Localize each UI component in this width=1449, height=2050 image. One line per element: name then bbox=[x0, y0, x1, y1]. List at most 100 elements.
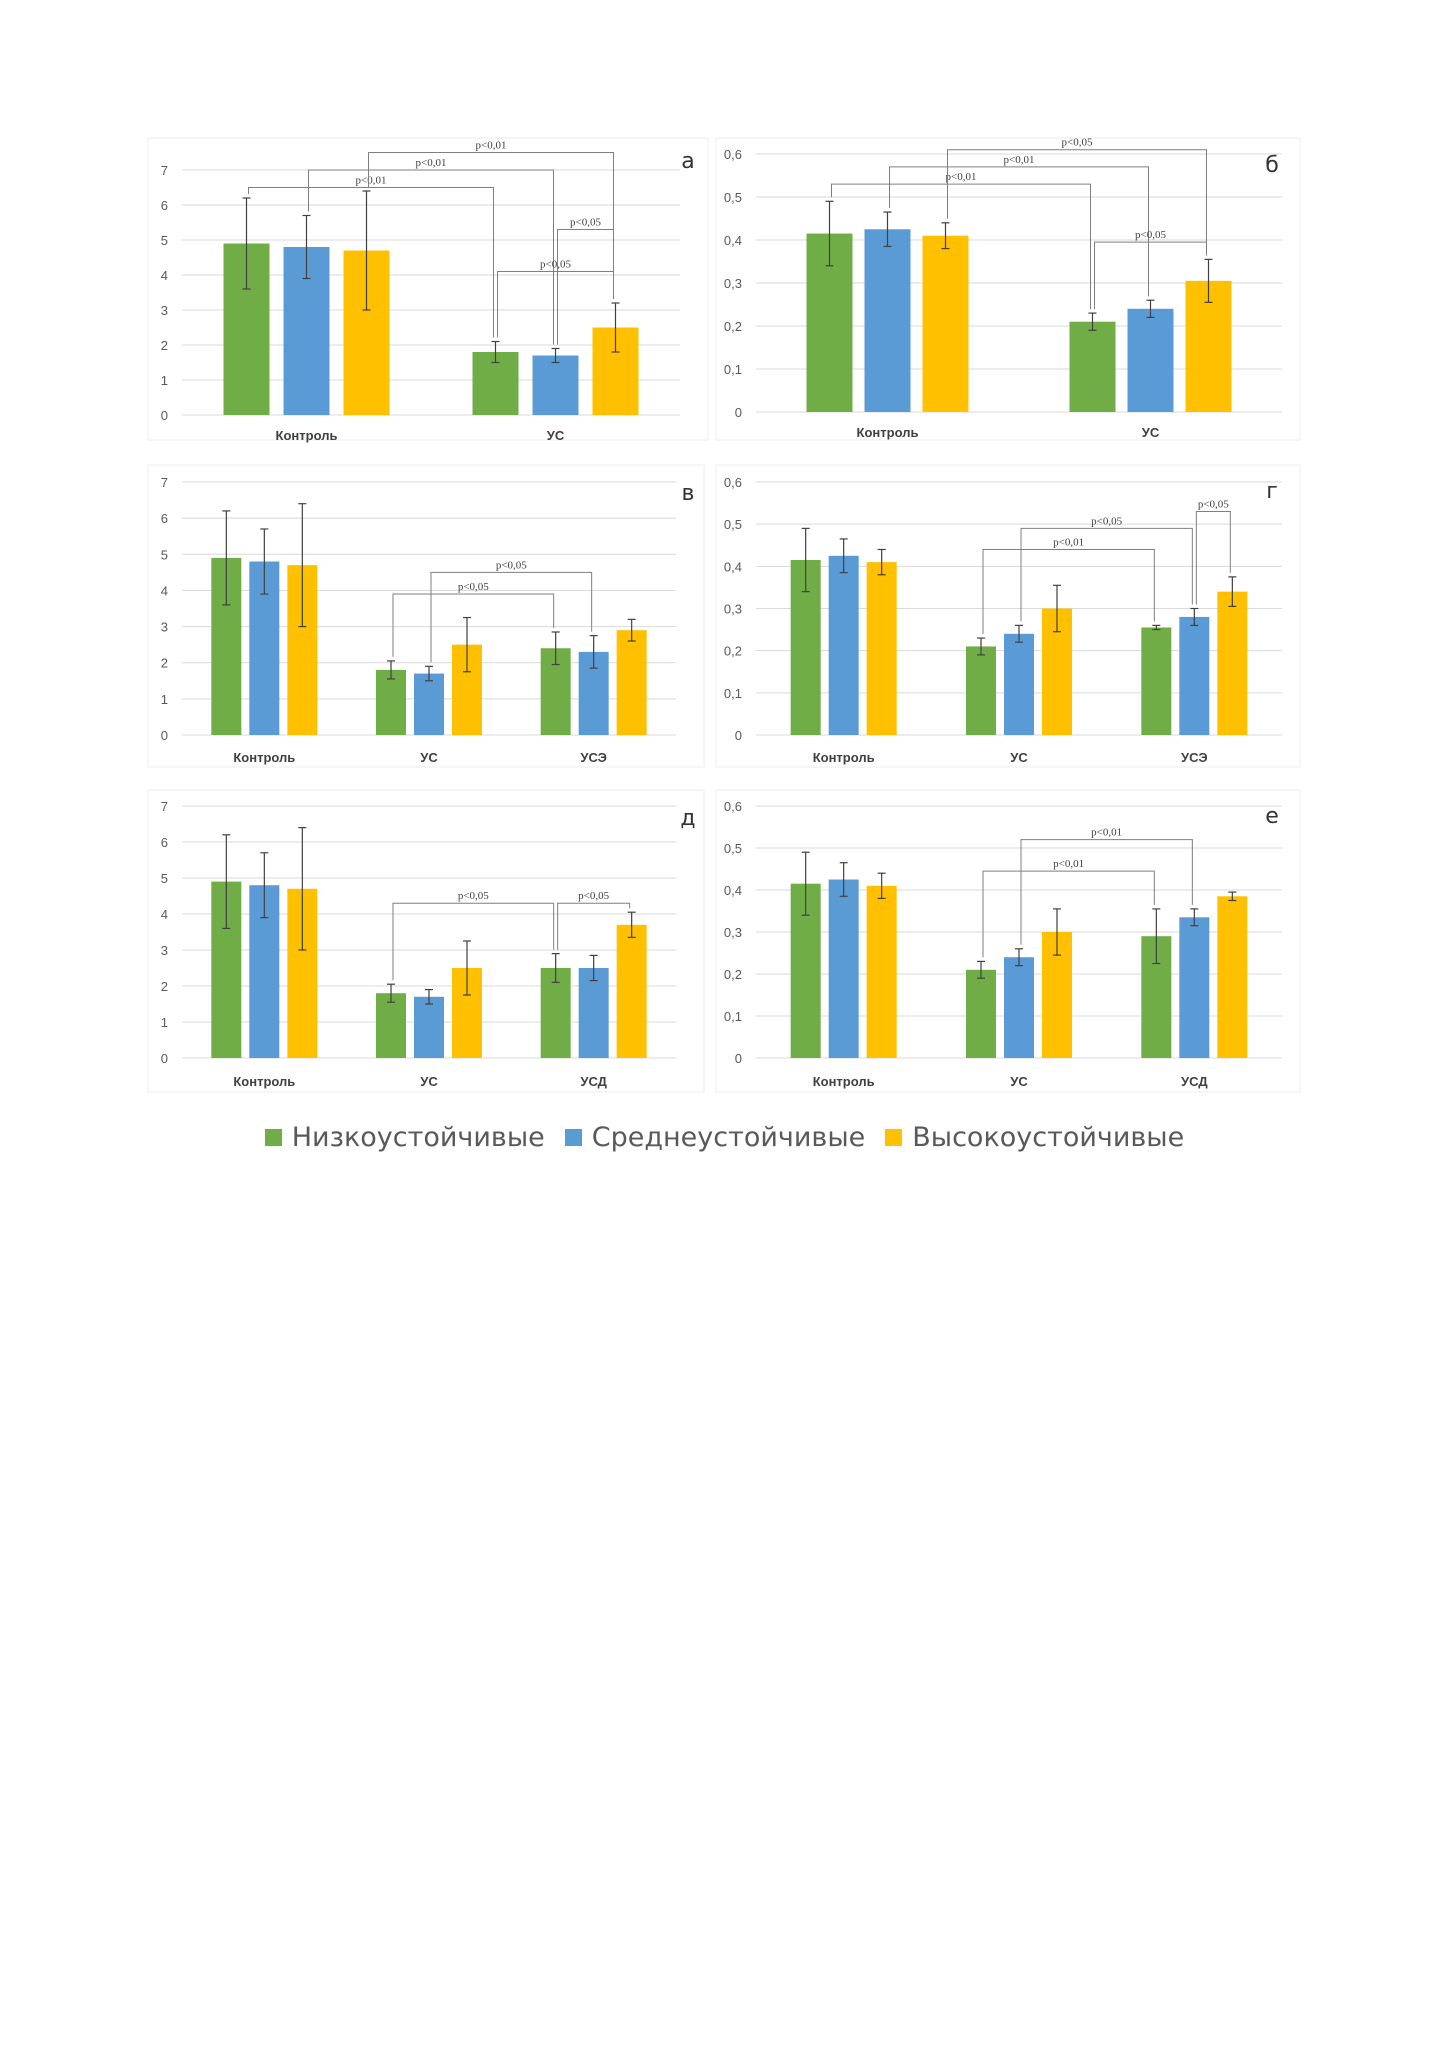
category-label: УС bbox=[1010, 750, 1028, 765]
y-tick-label: 6 bbox=[161, 835, 168, 850]
category-label: Контроль bbox=[813, 750, 875, 765]
significance-bracket bbox=[889, 166, 1149, 297]
p-value-label: p<0,01 bbox=[1091, 827, 1122, 839]
chart-panel-2: 0 1 2 3 4 5 6 7 в Контроль УС УСЭ p<0,05 p<0,05 bbox=[147, 464, 705, 768]
panel-label: б bbox=[1265, 153, 1279, 178]
p-value-label: p<0,05 bbox=[578, 890, 609, 902]
y-tick-label: 0 bbox=[735, 405, 742, 420]
p-value-label: p<0,01 bbox=[1053, 536, 1084, 548]
category-label: Контроль bbox=[276, 428, 338, 443]
y-tick-label: 1 bbox=[161, 692, 168, 707]
legend-swatch-mid bbox=[564, 1128, 582, 1146]
y-tick-label: 0,5 bbox=[724, 190, 742, 205]
y-tick-label: 3 bbox=[161, 303, 168, 318]
bar bbox=[532, 355, 579, 415]
category-label: УСД bbox=[1181, 1074, 1208, 1089]
p-value-label: p<0,05 bbox=[496, 559, 527, 571]
significance-bracket bbox=[308, 169, 554, 345]
p-value-label: p<0,05 bbox=[570, 217, 601, 229]
legend: Низкоустойчивые Среднеустойчивые Высокоу… bbox=[0, 1112, 1449, 1162]
y-tick-label: 0,4 bbox=[724, 883, 742, 898]
y-tick-label: 4 bbox=[161, 268, 168, 283]
bar bbox=[616, 924, 647, 1058]
bar bbox=[1069, 321, 1116, 412]
bar bbox=[1179, 616, 1210, 735]
category-label: Контроль bbox=[857, 425, 919, 440]
bar bbox=[1127, 308, 1174, 412]
y-tick-label: 1 bbox=[161, 1015, 168, 1030]
significance-bracket bbox=[557, 902, 631, 950]
bar bbox=[1179, 917, 1210, 1058]
category-label: Контроль bbox=[813, 1074, 875, 1089]
y-tick-label: 0,3 bbox=[724, 602, 742, 617]
y-tick-label: 0 bbox=[161, 728, 168, 743]
bar bbox=[864, 229, 911, 412]
significance-bracket bbox=[557, 229, 614, 345]
bar bbox=[966, 646, 996, 735]
category-label: УС bbox=[1142, 425, 1160, 440]
p-value-label: p<0,05 bbox=[1091, 515, 1122, 527]
p-value-label: p<0,05 bbox=[458, 581, 489, 593]
y-tick-label: 7 bbox=[161, 475, 168, 490]
y-tick-label: 3 bbox=[161, 943, 168, 958]
panel-label: а bbox=[681, 149, 694, 174]
panel-frame bbox=[147, 464, 705, 768]
bar bbox=[1217, 896, 1248, 1058]
bar bbox=[922, 235, 969, 412]
p-value-label: p<0,05 bbox=[458, 890, 489, 902]
significance-bracket bbox=[430, 571, 593, 663]
y-tick-label: 7 bbox=[161, 799, 168, 814]
chart-panel-5: 0 0,1 0,2 0,3 0,4 0,5 0,6 е Контроль УС УСД p<0,01 p… bbox=[715, 789, 1301, 1093]
legend-label-mid: Среднеустойчивые bbox=[591, 1121, 866, 1153]
y-tick-label: 0 bbox=[735, 728, 742, 743]
y-tick-label: 5 bbox=[161, 233, 168, 248]
y-tick-label: 0,4 bbox=[724, 233, 742, 248]
significance-bracket bbox=[392, 593, 555, 657]
p-value-label: p<0,05 bbox=[1198, 499, 1229, 511]
p-value-label: p<0,05 bbox=[1062, 137, 1093, 149]
category-label: УС bbox=[420, 750, 438, 765]
y-tick-label: 0,2 bbox=[724, 644, 742, 659]
y-tick-label: 0 bbox=[161, 1051, 168, 1066]
panel-label: е bbox=[1265, 804, 1279, 829]
category-label: УС bbox=[547, 428, 565, 443]
y-tick-label: 0,6 bbox=[724, 147, 742, 162]
y-tick-label: 0,6 bbox=[724, 799, 742, 814]
y-tick-label: 0,5 bbox=[724, 841, 742, 856]
bar bbox=[966, 969, 996, 1058]
panel-label: г bbox=[1266, 479, 1278, 504]
chart-panel-0: 0 1 2 3 4 5 6 7 а Контроль УС p<0,01 p<0,01 p<0,01 p<0… bbox=[147, 137, 709, 443]
category-label: УС bbox=[1010, 1074, 1028, 1089]
legend-label-low: Низкоустойчивые bbox=[291, 1121, 545, 1153]
chart-panel-3: 0 0,1 0,2 0,3 0,4 0,5 0,6 г Контроль УС УСЭ p<0,01 p… bbox=[715, 464, 1301, 768]
significance-bracket bbox=[368, 152, 614, 299]
p-value-label: p<0,01 bbox=[416, 157, 447, 169]
legend-swatch-low bbox=[264, 1128, 282, 1146]
chart-panel-1: 0 0,1 0,2 0,3 0,4 0,5 0,6 б Контроль УС p<0,01 p<0,… bbox=[715, 137, 1301, 441]
bar bbox=[376, 993, 406, 1058]
panel-frame bbox=[147, 789, 705, 1093]
p-value-label: p<0,01 bbox=[1053, 858, 1084, 870]
y-tick-label: 0 bbox=[735, 1051, 742, 1066]
bar bbox=[1004, 957, 1034, 1058]
bar bbox=[828, 879, 859, 1058]
y-tick-label: 5 bbox=[161, 871, 168, 886]
y-tick-label: 0,4 bbox=[724, 559, 742, 574]
significance-bracket bbox=[1094, 241, 1207, 310]
category-label: УСЭ bbox=[1181, 750, 1208, 765]
chart-panel-4: 0 1 2 3 4 5 6 7 д Контроль УС УСД p<0,05 p<0,05 bbox=[147, 789, 705, 1093]
bar bbox=[376, 669, 406, 735]
significance-bracket bbox=[1020, 839, 1193, 945]
y-tick-label: 0,2 bbox=[724, 319, 742, 334]
p-value-label: p<0,05 bbox=[1135, 229, 1166, 241]
y-tick-label: 0,3 bbox=[724, 925, 742, 940]
legend-label-high: Высокоустойчивые bbox=[912, 1121, 1185, 1153]
panel-frame bbox=[147, 137, 709, 441]
significance-bracket bbox=[1195, 511, 1231, 605]
y-tick-label: 7 bbox=[161, 163, 168, 178]
y-tick-label: 6 bbox=[161, 511, 168, 526]
y-tick-label: 0 bbox=[161, 408, 168, 423]
y-tick-label: 2 bbox=[161, 338, 168, 353]
y-tick-label: 6 bbox=[161, 198, 168, 213]
y-tick-label: 0,2 bbox=[724, 967, 742, 982]
